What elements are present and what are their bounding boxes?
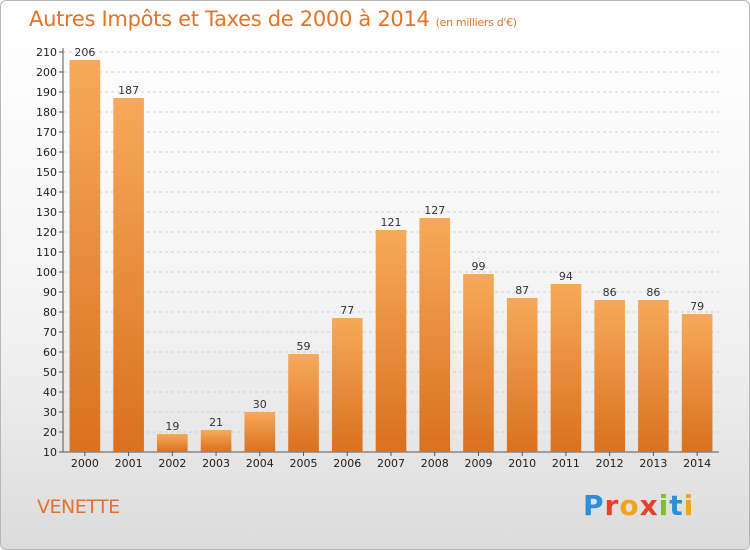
bar-2013	[638, 300, 669, 452]
bar-2004	[244, 412, 276, 452]
bars	[69, 60, 713, 452]
bar-2000	[69, 60, 101, 452]
y-tick-label: 130	[36, 206, 57, 219]
data-labels: 206 187 19 21 30 59 77 121 127 99 87 94 86 86 79	[74, 46, 704, 433]
bar-2001	[113, 98, 144, 452]
y-tick-label: 80	[43, 306, 57, 319]
bar-2005	[288, 354, 319, 452]
commune-name: VENETTE	[37, 496, 120, 518]
bar-2007	[375, 230, 407, 452]
data-label-2011: 94	[559, 270, 573, 283]
data-label-2012: 86	[603, 286, 617, 299]
data-label-2001: 187	[118, 84, 139, 97]
data-label-2003: 21	[209, 416, 223, 429]
y-tick-label: 90	[43, 286, 57, 299]
data-label-2006: 77	[340, 304, 354, 317]
x-tick-label: 2003	[202, 457, 230, 470]
data-label-2002: 19	[165, 420, 179, 433]
y-tick-label: 100	[36, 266, 57, 279]
y-tick-label: 140	[36, 186, 57, 199]
y-tick-label: 150	[36, 166, 57, 179]
chart-title-text: Autres Impôts et Taxes de 2000 à 2014	[29, 7, 430, 31]
x-tick-label: 2007	[377, 457, 405, 470]
data-label-2013: 86	[646, 286, 660, 299]
data-label-2008: 127	[424, 204, 445, 217]
bar-2009	[463, 274, 494, 452]
x-tick-label: 2010	[508, 457, 536, 470]
x-tick-label: 2001	[115, 457, 143, 470]
data-label-2014: 79	[690, 300, 704, 313]
bar-2010	[506, 298, 538, 452]
x-tick-label: 2011	[552, 457, 580, 470]
x-tick-label: 2009	[464, 457, 492, 470]
y-tick-label: 50	[43, 366, 57, 379]
x-tick-label: 2000	[71, 457, 99, 470]
x-tick-label: 2002	[158, 457, 186, 470]
x-tick-label: 2012	[596, 457, 624, 470]
x-tick-label: 2006	[333, 457, 361, 470]
bar-2012	[594, 300, 625, 452]
data-label-2005: 59	[297, 340, 311, 353]
bar-2008	[419, 218, 451, 452]
y-tick-label: 30	[43, 406, 57, 419]
data-label-2007: 121	[381, 216, 402, 229]
bar-2003	[200, 430, 232, 452]
bar-2011	[550, 284, 582, 452]
y-tick-label: 200	[36, 66, 57, 79]
x-tick-label: 2008	[421, 457, 449, 470]
y-tick-label: 20	[43, 426, 57, 439]
chart-title: Autres Impôts et Taxes de 2000 à 2014 (en…	[29, 7, 517, 31]
y-tick-label: 70	[43, 326, 57, 339]
x-tick-label: 2013	[639, 457, 667, 470]
bar-2006	[331, 318, 363, 452]
y-tick-label: 60	[43, 346, 57, 359]
y-tick-label: 40	[43, 386, 57, 399]
chart-unit: (en milliers d'€)	[435, 16, 517, 29]
y-tick-label: 190	[36, 86, 57, 99]
bar-2002	[157, 434, 188, 452]
data-label-2009: 99	[471, 260, 485, 273]
x-tick-label: 2004	[246, 457, 274, 470]
y-tick-label: 120	[36, 226, 57, 239]
y-tick-label: 180	[36, 106, 57, 119]
y-tick-label: 160	[36, 146, 57, 159]
axes: 10 20 30 40 50 60 70 80 90 100 110 120 130 140 150 160 1…	[36, 46, 719, 470]
data-label-2000: 206	[74, 46, 95, 59]
proxiti-logo: Proxiti	[583, 489, 695, 522]
y-tick-label: 10	[43, 446, 57, 459]
data-label-2004: 30	[253, 398, 267, 411]
y-tick-label: 210	[36, 46, 57, 59]
x-tick-label: 2005	[290, 457, 318, 470]
data-label-2010: 87	[515, 284, 529, 297]
bar-2014	[681, 314, 713, 452]
y-tick-label: 110	[36, 246, 57, 259]
y-tick-label: 170	[36, 126, 57, 139]
x-tick-label: 2014	[683, 457, 711, 470]
